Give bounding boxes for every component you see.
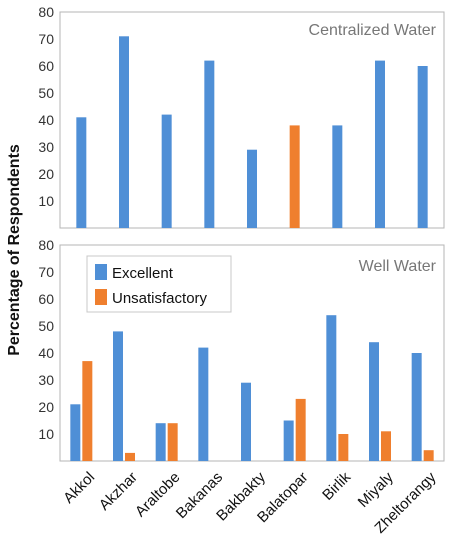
legend: Excellent Unsatisfactory [86,255,232,313]
y-tick-label: 10 [38,426,54,442]
bar-excellent [76,117,87,228]
y-tick-label: 30 [38,372,54,388]
y-tick-label: 10 [38,193,54,209]
y-tick-label: 80 [38,4,54,20]
bar-excellent [204,60,215,228]
bar-excellent [113,331,123,461]
bar-unsatisfactory [423,450,434,461]
bar-excellent [241,382,251,461]
legend-swatch-excellent [95,264,107,280]
legend-label-excellent: Excellent [112,265,174,282]
y-tick-label: 20 [38,399,54,415]
category-label: Akkol [60,469,98,507]
bar-unsatisfactory [338,434,349,461]
legend-swatch-unsatisfactory [95,289,107,305]
bar-unsatisfactory [167,423,178,461]
category-labels: AkkolAkzharAraltobeBakanasBakbaktyBalato… [60,468,440,536]
bar-unsatisfactory [82,361,93,461]
bars [76,36,428,228]
bar-unsatisfactory [381,431,391,461]
bars [70,315,434,461]
category-label: Birlik [319,468,354,503]
y-tick-label: 50 [38,85,54,101]
bar-excellent [369,342,379,461]
legend-label-unsatisfactory: Unsatisfactory [112,290,208,307]
plot-frame [59,244,445,462]
panel-centralized-water: Centralized Water 10 20 30 40 50 60 70 80 [38,4,445,229]
bar-excellent [247,149,257,228]
y-tick-label: 50 [38,318,54,334]
y-tick-label: 40 [38,345,54,361]
bar-excellent [161,114,172,228]
y-tick-label: 60 [38,58,54,74]
panel-well-water: Well Water 10 20 30 40 50 60 70 80 Excellent Un… [38,237,445,462]
bar-excellent [283,420,294,461]
bar-excellent [417,66,428,228]
y-axis-label: Percentage of Respondents [6,144,23,356]
bar-excellent [198,347,209,461]
y-tick-label: 70 [38,31,54,47]
bar-excellent [326,315,337,461]
y-tick-label: 20 [38,166,54,182]
bar-excellent [411,353,422,461]
panel-title: Well Water [359,258,437,275]
y-ticks: 10 20 30 40 50 60 70 80 [38,237,54,442]
y-ticks: 10 20 30 40 50 60 70 80 [38,4,54,209]
bar-excellent [119,36,129,228]
bar-excellent [332,125,343,228]
bar-excellent [155,423,166,461]
y-tick-label: 70 [38,264,54,280]
y-tick-label: 30 [38,139,54,155]
bar-unsatisfactory [295,398,306,461]
bar-excellent [375,60,385,228]
bar-unsatisfactory [289,125,300,228]
legend-box [86,255,232,313]
panel-title: Centralized Water [309,22,437,39]
y-tick-label: 40 [38,112,54,128]
bar-unsatisfactory [125,452,135,461]
bar-excellent [70,404,81,461]
y-tick-label: 80 [38,237,54,253]
y-tick-label: 60 [38,291,54,307]
